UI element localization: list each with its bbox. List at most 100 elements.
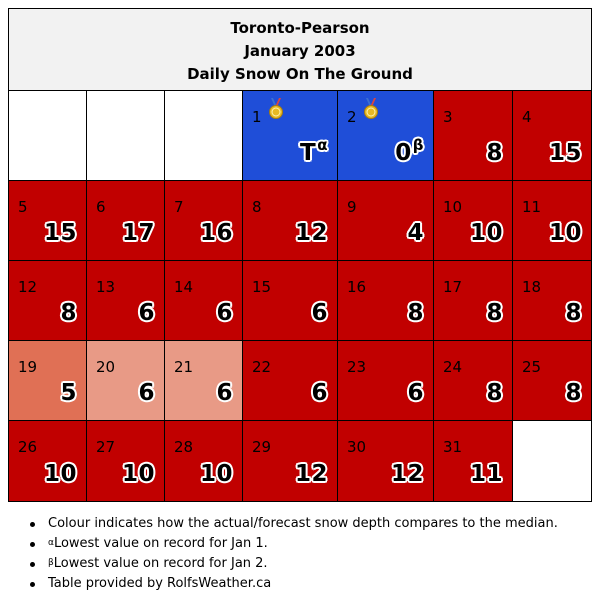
snow-depth-value: 10 — [470, 220, 503, 246]
snow-depth-value: 12 — [391, 461, 424, 487]
snow-depth-value: 8 — [60, 300, 77, 326]
day-number: 1 — [252, 108, 262, 126]
day-cell: 23 6 — [338, 341, 434, 421]
snow-depth-number: 8 — [60, 300, 77, 326]
day-cell: 4 15 — [513, 91, 591, 181]
snow-depth-number: 12 — [294, 461, 328, 487]
snow-depth-value: 6 — [138, 380, 155, 406]
snow-depth-value: 8 — [486, 140, 503, 166]
day-number: 19 — [18, 358, 38, 376]
snow-depth-number: 10 — [199, 461, 233, 487]
snow-depth-value: 6 — [311, 300, 328, 326]
snow-depth-number: 5 — [60, 380, 77, 406]
day-number: 16 — [347, 278, 367, 296]
snow-depth-value: 8 — [486, 380, 503, 406]
day-cell: 31 11 — [434, 421, 513, 501]
day-number: 18 — [522, 278, 542, 296]
snow-depth-value: 16 — [200, 220, 233, 246]
day-cell: 5 15 — [9, 181, 87, 261]
snow-depth-value: 12 — [295, 220, 328, 246]
snow-depth-value: 10 — [549, 220, 582, 246]
day-cell: 15 6 — [243, 261, 338, 341]
day-cell: 18 8 — [513, 261, 591, 341]
table-title: Daily Snow On The Ground — [187, 65, 413, 83]
snow-depth-value: 6 — [138, 300, 155, 326]
note-item: αLowest value on record for Jan 1. — [30, 534, 558, 554]
snow-depth-number: 12 — [390, 461, 424, 487]
snow-depth-value: 17 — [122, 220, 155, 246]
snow-depth-value: 12 — [295, 461, 328, 487]
day-number: 17 — [443, 278, 463, 296]
snow-depth-number: 8 — [565, 300, 582, 326]
day-cell: 17 8 — [434, 261, 513, 341]
snow-depth-value: 8 — [565, 380, 582, 406]
note-text: Colour indicates how the actual/forecast… — [48, 516, 558, 531]
day-number: 15 — [252, 278, 272, 296]
day-number: 8 — [252, 198, 262, 216]
day-number: 28 — [174, 438, 194, 456]
snow-depth-number: 8 — [486, 300, 503, 326]
empty-cell — [9, 91, 87, 181]
note-text: Table provided by RolfsWeather.ca — [48, 576, 272, 591]
snow-depth-number: 12 — [294, 220, 328, 246]
snow-depth-value: 10 — [122, 461, 155, 487]
day-number: 12 — [18, 278, 38, 296]
note-text: Lowest value on record for Jan 1. — [53, 536, 268, 551]
record-footnote-marker: β — [412, 136, 424, 154]
snow-depth-number: 16 — [199, 220, 233, 246]
day-number: 25 — [522, 358, 542, 376]
day-cell: 2 0β — [338, 91, 434, 181]
calendar-header: Toronto-Pearson January 2003 Daily Snow … — [9, 9, 591, 91]
day-cell: 20 6 — [87, 341, 165, 421]
medal-icon — [364, 98, 378, 119]
station-name: Toronto-Pearson — [230, 19, 370, 37]
snow-depth-value: 11 — [470, 461, 503, 487]
snow-depth-number: 11 — [469, 461, 503, 487]
day-number: 23 — [347, 358, 367, 376]
day-number: 27 — [96, 438, 116, 456]
day-number: 31 — [443, 438, 463, 456]
snow-depth-number: 15 — [548, 140, 582, 166]
snow-depth-value: 6 — [407, 380, 424, 406]
day-number: 13 — [96, 278, 116, 296]
day-cell: 29 12 — [243, 421, 338, 501]
calendar-grid: 1 Tα 2 0β 3 8 4 15 5 15 6 17 7 16 8 12 9 4 10 10 11 10 12 8 13 6 1… — [9, 91, 591, 501]
day-number: 4 — [522, 108, 532, 126]
day-number: 10 — [443, 198, 463, 216]
snow-depth-number: T — [299, 140, 317, 166]
snow-depth-number: 0 — [395, 140, 412, 166]
day-cell: 30 12 — [338, 421, 434, 501]
snow-depth-number: 8 — [565, 380, 582, 406]
day-cell: 7 16 — [165, 181, 243, 261]
snow-depth-number: 6 — [216, 300, 233, 326]
day-cell: 8 12 — [243, 181, 338, 261]
note-marker: α — [48, 538, 54, 548]
snow-depth-number: 6 — [311, 380, 328, 406]
day-cell: 14 6 — [165, 261, 243, 341]
day-cell: 11 10 — [513, 181, 591, 261]
snow-depth-number: 15 — [43, 220, 77, 246]
snow-depth-value: 8 — [407, 300, 424, 326]
snow-depth-value: 15 — [44, 220, 77, 246]
day-cell: 12 8 — [9, 261, 87, 341]
notes-list: Colour indicates how the actual/forecast… — [30, 514, 558, 594]
day-number: 2 — [347, 108, 357, 126]
day-cell: 28 10 — [165, 421, 243, 501]
empty-cell — [87, 91, 165, 181]
day-number: 22 — [252, 358, 272, 376]
day-number: 5 — [18, 198, 28, 216]
note-text: Lowest value on record for Jan 2. — [53, 556, 268, 571]
day-cell: 16 8 — [338, 261, 434, 341]
record-footnote-marker: α — [317, 136, 328, 154]
day-number: 11 — [522, 198, 542, 216]
day-cell: 25 8 — [513, 341, 591, 421]
snow-depth-value: 5 — [60, 380, 77, 406]
snow-depth-number: 10 — [121, 461, 155, 487]
day-number: 20 — [96, 358, 116, 376]
note-marker: β — [48, 558, 54, 568]
snow-depth-number: 6 — [216, 380, 233, 406]
note-item: Colour indicates how the actual/forecast… — [30, 514, 558, 534]
day-number: 30 — [347, 438, 367, 456]
